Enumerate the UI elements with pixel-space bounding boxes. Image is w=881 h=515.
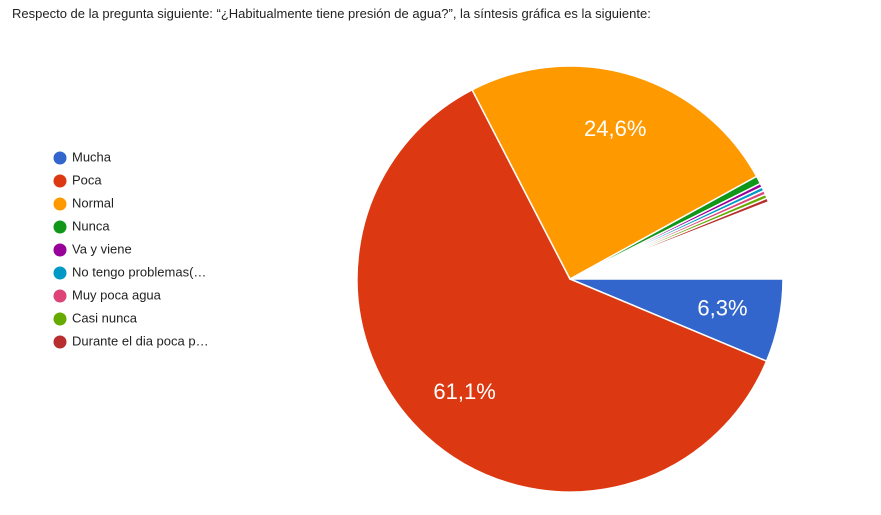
legend-swatch — [53, 312, 67, 326]
legend-label: Casi nunca — [72, 310, 138, 325]
legend-swatch — [53, 174, 67, 188]
legend-label: Nunca — [72, 218, 110, 233]
legend-swatch — [53, 289, 67, 303]
legend-label: No tengo problemas(… — [72, 264, 206, 279]
intro-text: Respecto de la pregunta siguiente: “¿Hab… — [12, 6, 651, 21]
legend-swatch — [53, 151, 67, 165]
legend-swatch — [53, 197, 67, 211]
legend-swatch — [53, 335, 67, 349]
slice-label: 61,1% — [433, 379, 495, 404]
legend-label: Va y viene — [72, 241, 132, 256]
legend-label: Muy poca agua — [72, 287, 162, 302]
legend-swatch — [53, 243, 67, 257]
legend-label: Poca — [72, 172, 102, 187]
legend-label: Normal — [72, 195, 114, 210]
slice-label: 6,3% — [697, 295, 747, 320]
legend-label: Mucha — [72, 149, 112, 164]
legend-label: Durante el dia poca p… — [72, 333, 209, 348]
slice-label: 24,6% — [584, 116, 646, 141]
pie-slice — [356, 88, 768, 493]
pie-slice — [471, 65, 758, 281]
pie-slice — [569, 197, 770, 280]
legend-swatch — [53, 220, 67, 234]
legend-swatch — [53, 266, 67, 280]
